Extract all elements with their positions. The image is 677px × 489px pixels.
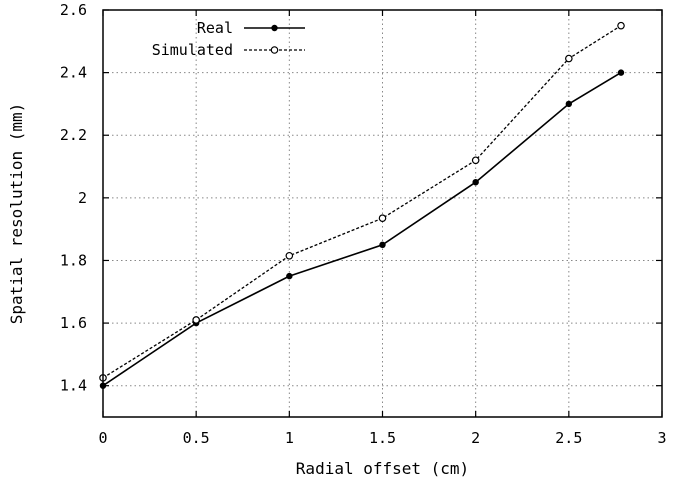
- x-axis-label: Radial offset (cm): [296, 459, 469, 478]
- x-tick-label: 2.5: [555, 429, 582, 447]
- y-tick-label: 1.4: [60, 377, 87, 395]
- data-point: [471, 156, 480, 165]
- legend-marker: [271, 24, 278, 32]
- y-tick-label: 2.2: [60, 126, 87, 144]
- series-layer: [99, 21, 625, 389]
- legend-label: Real: [197, 19, 233, 37]
- data-point: [192, 316, 200, 324]
- grid-layer: [103, 10, 662, 417]
- x-tick-label: 1.5: [369, 429, 396, 447]
- legend-label: Simulated: [152, 41, 233, 59]
- legend-marker: [270, 46, 279, 54]
- series-real: [99, 69, 625, 389]
- y-axis-label: Spatial resolution (mm): [7, 103, 26, 325]
- data-point: [472, 178, 479, 186]
- data-point: [285, 251, 294, 260]
- data-point: [286, 272, 293, 280]
- y-tick-label: 2.6: [60, 1, 87, 19]
- series-simulated: [99, 21, 625, 382]
- y-tick-label: 2: [78, 189, 87, 207]
- data-point: [565, 54, 573, 63]
- y-tick-label: 1.6: [60, 314, 87, 332]
- x-tick-label: 0.5: [183, 429, 210, 447]
- y-tick-label: 1.8: [60, 251, 87, 269]
- data-point: [617, 21, 625, 30]
- y-tick-label: 2.4: [60, 64, 87, 82]
- data-point: [379, 241, 386, 249]
- x-tick-label: 1: [285, 429, 294, 447]
- data-point: [565, 100, 573, 108]
- data-point: [378, 214, 387, 222]
- x-tick-label: 0: [98, 429, 107, 447]
- x-tick-label: 2: [471, 429, 480, 447]
- data-point: [617, 69, 625, 76]
- series-line-real: [102, 71, 622, 387]
- x-tick-label: 3: [657, 429, 666, 447]
- legend: Real Simulated: [152, 19, 305, 59]
- tick-layer: 0 0.5 1 1.5 2 2.5 3 1.4 1.6 1.8 2 2.2 2.4 2.6: [60, 1, 667, 447]
- series-line-simulated: [102, 25, 622, 379]
